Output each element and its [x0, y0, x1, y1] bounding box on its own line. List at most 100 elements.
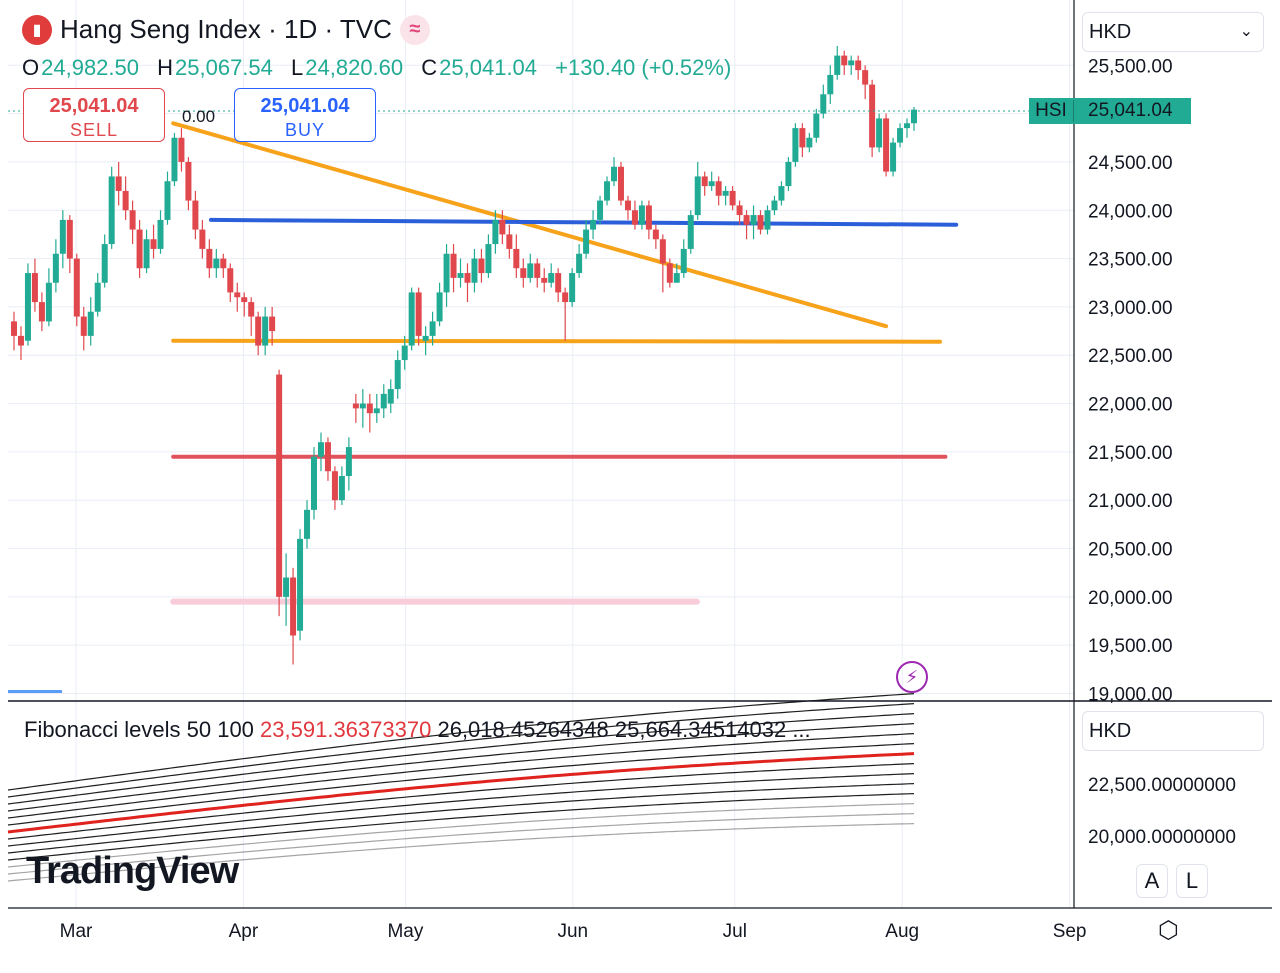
price-tick-label: 23,500.00	[1088, 250, 1173, 271]
candle-body	[31, 273, 38, 303]
candle-body	[604, 181, 611, 201]
drawing-layer[interactable]	[170, 121, 959, 605]
price-tick-label: 21,000.00	[1088, 491, 1173, 512]
candle-body	[750, 215, 757, 225]
candle-body	[715, 181, 722, 196]
candle-body	[736, 205, 743, 216]
candle-body	[757, 215, 764, 230]
candle-body	[311, 456, 317, 510]
time-axis[interactable]: Mar Apr May Jun Jul Aug Sep	[60, 921, 1087, 942]
candle-body	[617, 166, 624, 201]
tradingview-logo: TradingView	[26, 850, 239, 893]
candle-body	[422, 335, 429, 341]
price-tick-label: 24,000.00	[1088, 201, 1173, 222]
candle-body	[359, 403, 366, 409]
price-tag-symbol: HSI	[1029, 100, 1074, 122]
candle-body	[192, 200, 199, 230]
log-scale-button[interactable]: L	[1176, 864, 1208, 898]
candle-body	[527, 263, 534, 278]
auto-scale-button[interactable]: A	[1136, 864, 1168, 898]
candle-body	[897, 128, 904, 143]
candle-body	[415, 292, 422, 336]
candle-body	[701, 176, 708, 187]
candle-body	[178, 137, 185, 162]
candle-body	[478, 258, 485, 274]
candle-body	[304, 509, 311, 539]
candle-body	[890, 142, 897, 172]
time-tick-label: May	[387, 921, 423, 942]
candle-body	[248, 302, 255, 317]
candle-body	[548, 273, 555, 283]
candle-body	[659, 239, 666, 264]
candle-body	[520, 268, 527, 278]
candle-body	[129, 210, 136, 230]
price-tick-label: 25,500.00	[1088, 56, 1173, 77]
candle-body	[338, 476, 345, 501]
indicator-currency[interactable]: HKD	[1082, 711, 1264, 751]
ohlc-low: 24,820.60	[305, 55, 404, 80]
candle-body	[373, 408, 380, 414]
ohlc-key: C	[421, 55, 438, 80]
time-tick-label: Mar	[60, 921, 93, 942]
candle-body	[115, 176, 122, 191]
ohlc-legend: O24,982.50 H25,067.54 L24,820.60 C25,041…	[22, 55, 743, 81]
candle-body	[408, 292, 415, 346]
price-tick-label: 20,000.00	[1088, 588, 1173, 609]
settings-icon[interactable]: ⬡	[1158, 917, 1179, 944]
candle-body	[680, 248, 687, 274]
candle-body	[185, 161, 192, 201]
candle-body	[157, 219, 164, 249]
fib-level-line	[7, 743, 915, 826]
fib-level-line	[7, 773, 915, 847]
candle-body	[534, 263, 541, 278]
candle-body	[569, 273, 576, 303]
currency-select[interactable]: HKD ⌄	[1082, 12, 1264, 52]
candle-body	[324, 442, 331, 472]
indicator-value-1: 23,591.36373370	[260, 717, 432, 742]
candle-body	[17, 335, 24, 346]
candle-body	[911, 109, 917, 124]
indicator-tick-label: 20,000.00000000	[1088, 827, 1236, 848]
buy-button[interactable]: 25,041.04 BUY	[234, 88, 376, 142]
candle-body	[45, 282, 52, 322]
ohlc-high: 25,067.54	[175, 55, 273, 80]
grid	[8, 0, 1074, 908]
price-tag-value: 25,041.04	[1088, 100, 1173, 121]
candle-body	[108, 176, 115, 245]
candle-body	[848, 60, 855, 66]
candle-body	[464, 273, 471, 283]
candle-body	[834, 55, 841, 75]
candle-body	[457, 273, 464, 278]
wave-icon[interactable]: ≈	[399, 14, 430, 45]
indicator-value-3: 25,664.34514032	[614, 717, 787, 742]
candle-body	[513, 248, 520, 269]
time-tick-label: Jun	[557, 921, 588, 942]
candle-body	[764, 210, 771, 230]
candle-body	[317, 442, 324, 457]
scroll-indicator[interactable]	[8, 690, 62, 693]
fib-level-line	[7, 793, 915, 861]
candle-body	[443, 253, 450, 293]
candle-body	[150, 239, 157, 249]
tradingview-logo-text: TradingView	[26, 850, 239, 892]
indicator-legend[interactable]: Fibonacci levels 50 100 23,591.36373370 …	[24, 717, 811, 743]
spread-value: 0.00	[182, 107, 216, 126]
candle-body	[555, 273, 562, 293]
candle-body	[380, 393, 387, 409]
candle-body	[541, 277, 548, 283]
candle-body	[94, 282, 101, 312]
candle-body	[136, 229, 143, 269]
candle-body	[101, 244, 108, 283]
candle-body	[771, 200, 778, 211]
time-tick-label: Apr	[229, 921, 259, 942]
symbol-title[interactable]: Hang Seng Index · 1D · TVC	[60, 14, 392, 44]
lightning-icon[interactable]: ⚡	[896, 661, 928, 693]
sell-button[interactable]: 25,041.04 SELL	[23, 88, 165, 142]
candle-body	[80, 316, 87, 336]
candle-body	[820, 94, 827, 114]
candle-body	[199, 229, 206, 249]
candle-body	[855, 60, 862, 71]
price-tick-label: 24,500.00	[1088, 153, 1173, 174]
trend-line-orange	[171, 338, 942, 344]
